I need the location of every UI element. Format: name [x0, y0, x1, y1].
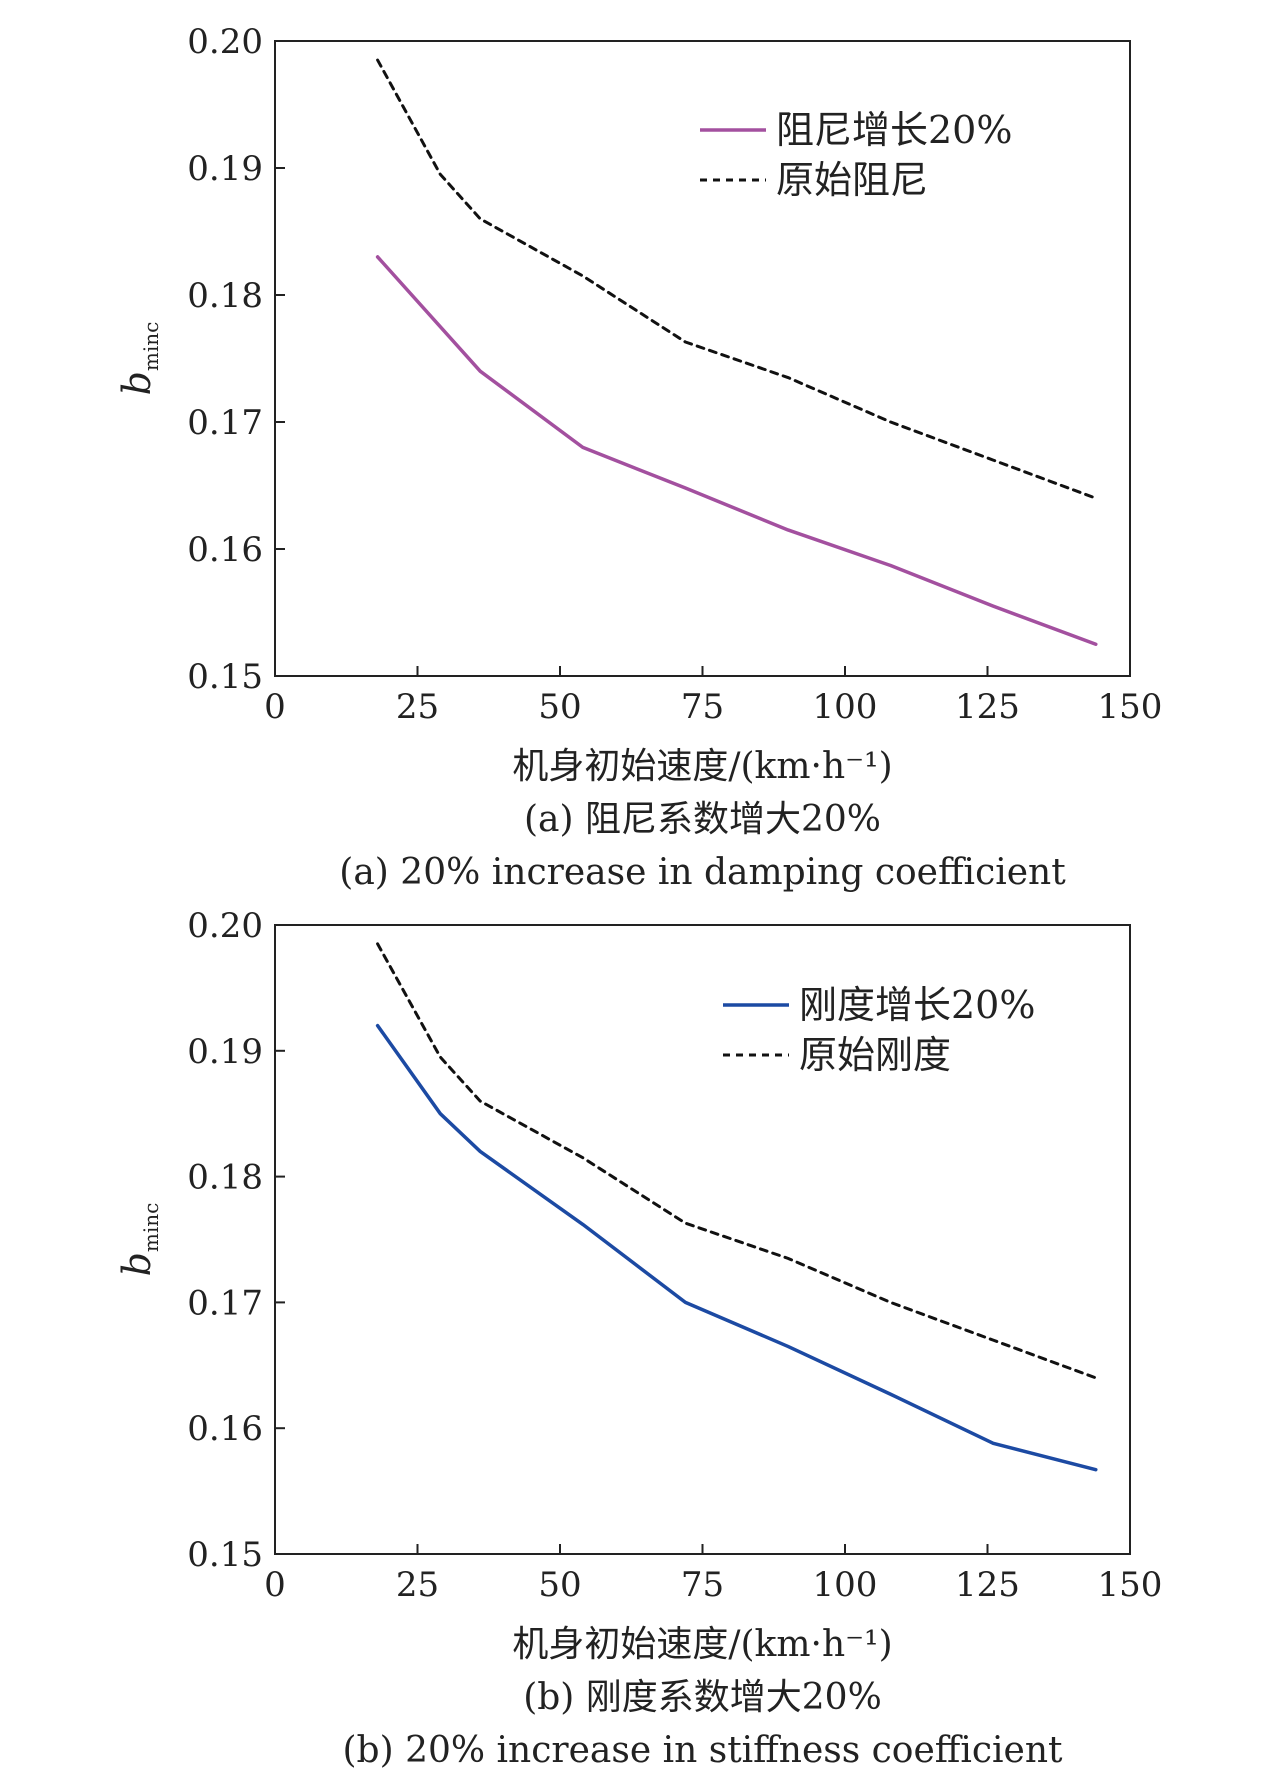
x-tick-label: 0 — [264, 1565, 286, 1605]
y-tick-label: 0.16 — [187, 1409, 263, 1449]
y-tick-label: 0.16 — [187, 530, 263, 570]
x-tick-label: 50 — [538, 1565, 581, 1605]
x-axis-label: 机身初始速度/(km·h⁻¹) — [512, 746, 892, 787]
x-tick-label: 100 — [813, 1565, 878, 1605]
y-tick-label: 0.17 — [187, 1283, 263, 1323]
x-tick-label: 100 — [813, 687, 878, 727]
y-axis-label: bminc — [115, 1203, 163, 1277]
x-tick-label: 150 — [1098, 1565, 1163, 1605]
x-tick-label: 50 — [538, 687, 581, 727]
chart-panel-a: 0 25 50 75 100 125 150 0.15 0.16 0.17 0.18 0.19 0.20… — [115, 22, 1162, 893]
legend-label: 原始阻尼 — [776, 158, 928, 202]
y-tick-label: 0.20 — [187, 906, 263, 946]
y-tick-label: 0.15 — [187, 1535, 263, 1575]
caption-en: (a) 20% increase in damping coefficient — [339, 852, 1066, 893]
caption-cn: (b) 刚度系数增大20% — [523, 1677, 882, 1718]
caption-cn: (a) 阻尼系数增大20% — [524, 799, 881, 840]
x-tick-label: 25 — [396, 687, 439, 727]
y-tick-label: 0.18 — [187, 1158, 263, 1198]
y-tick-label: 0.19 — [187, 1032, 263, 1072]
series-line-1 — [375, 255, 1098, 646]
x-tick-label: 125 — [955, 1565, 1020, 1605]
x-tick-label: 75 — [681, 687, 724, 727]
legend-label: 原始刚度 — [799, 1033, 951, 1077]
y-tick-label: 0.19 — [187, 149, 263, 189]
series-line-2 — [376, 942, 1098, 1380]
y-tick-label: 0.15 — [187, 657, 263, 697]
legend-label: 阻尼增长20% — [776, 108, 1012, 152]
x-tick-label: 25 — [396, 1565, 439, 1605]
y-axis-label: bminc — [115, 322, 163, 396]
caption-en: (b) 20% increase in stiffness coefficien… — [342, 1730, 1063, 1771]
y-tick-label: 0.17 — [187, 403, 263, 443]
chart-panel-b: 0 25 50 75 100 125 150 0.15 0.16 0.17 0.18 0.19 0.20… — [115, 906, 1162, 1771]
series-line-2 — [376, 58, 1098, 500]
x-axis-label: 机身初始速度/(km·h⁻¹) — [512, 1624, 892, 1665]
x-tick-label: 75 — [681, 1565, 724, 1605]
x-tick-label: 0 — [264, 687, 286, 727]
y-tick-label: 0.20 — [187, 22, 263, 62]
series-line-1 — [375, 1023, 1098, 1472]
x-tick-label: 150 — [1098, 687, 1163, 727]
x-tick-label: 125 — [955, 687, 1020, 727]
legend-label: 刚度增长20% — [799, 983, 1035, 1027]
y-tick-label: 0.18 — [187, 276, 263, 316]
